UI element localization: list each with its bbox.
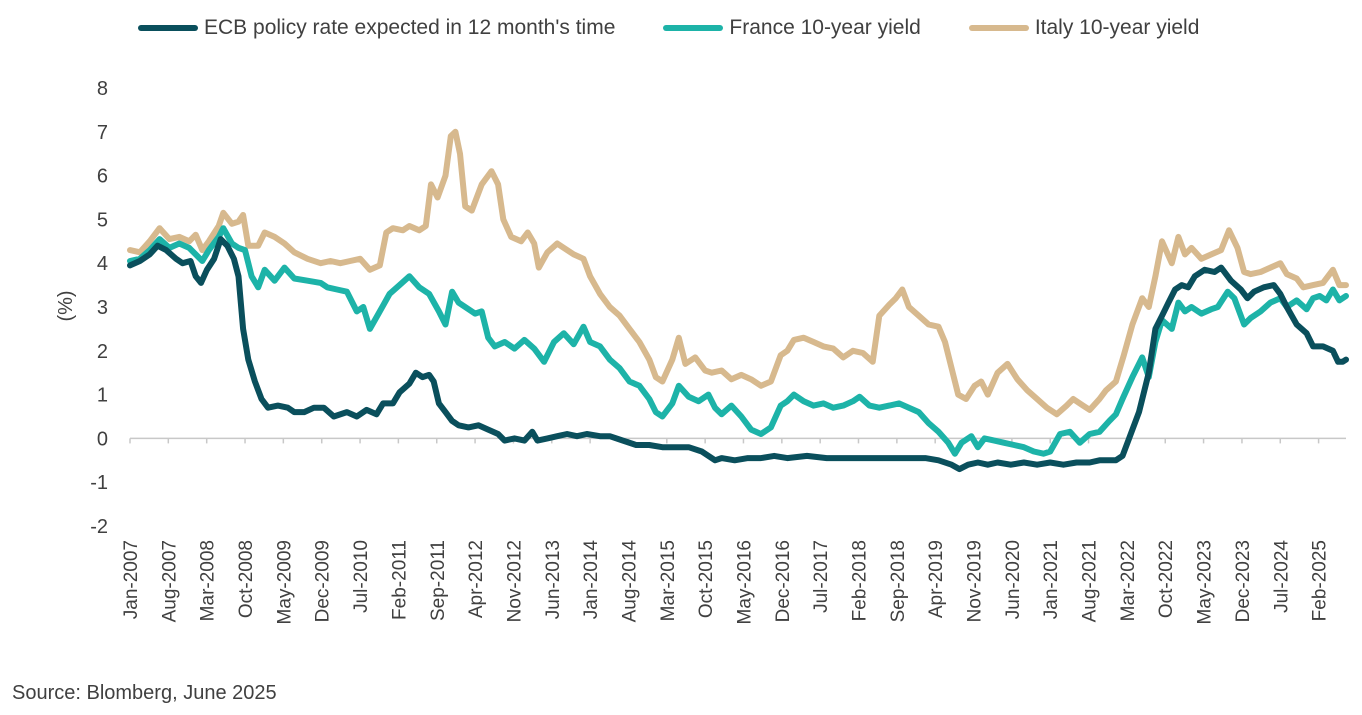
x-tick-label: Mar-2015 <box>658 540 679 621</box>
legend-label-ecb: ECB policy rate expected in 12 month's t… <box>204 16 616 39</box>
x-tick-label: Aug-2014 <box>619 540 640 623</box>
y-axis-labels: -2 -1 0 1 2 3 4 5 6 7 8 <box>90 78 108 538</box>
x-tick-label: Feb-2018 <box>849 540 870 621</box>
series-line-ecb <box>127 236 1349 473</box>
x-tick-label: May-2009 <box>274 540 295 625</box>
x-tick-label: May-2023 <box>1195 540 1216 625</box>
x-tick-label: Aug-2021 <box>1080 540 1101 622</box>
x-tick-label: Aug-2007 <box>159 540 180 622</box>
y-tick-label: -1 <box>90 472 108 494</box>
legend-swatch-italy <box>968 25 1029 31</box>
legend: ECB policy rate expected in 12 month's t… <box>138 16 1247 40</box>
legend-swatch-france <box>663 25 724 31</box>
series-line-italy <box>127 128 1349 418</box>
x-tick-label: Nov-2019 <box>965 540 986 622</box>
x-tick-label: Nov-2012 <box>504 540 525 622</box>
y-tick-label: 0 <box>97 428 108 450</box>
x-tick-label: Feb-2011 <box>389 540 410 620</box>
x-tick-label: Jul-2017 <box>811 540 832 613</box>
y-tick-label: 1 <box>97 385 108 407</box>
legend-label-italy: Italy 10-year yield <box>1034 16 1200 39</box>
x-tick-label: Feb-2025 <box>1310 540 1331 621</box>
legend-swatch-ecb <box>138 25 198 31</box>
y-tick-label: 6 <box>97 166 108 188</box>
x-tick-label: Dec-2023 <box>1233 540 1254 622</box>
x-tick-label: Apr-2019 <box>926 540 947 618</box>
legend-item-ecb: ECB policy rate expected in 12 month's t… <box>138 16 615 40</box>
x-tick-label: Mar-2008 <box>198 540 219 621</box>
legend-item-italy: Italy 10-year yield <box>968 16 1200 40</box>
x-tick-label: Oct-2008 <box>236 540 257 618</box>
y-tick-label: 3 <box>97 297 108 319</box>
source-note: Source: Blomberg, June 2025 <box>12 682 277 704</box>
x-tick-label: Jul-2010 <box>351 540 372 613</box>
y-tick-label: 4 <box>97 253 108 275</box>
y-tick-label: -2 <box>90 516 108 538</box>
y-tick-label: 2 <box>97 341 108 363</box>
x-axis-labels: Jan-2007 Aug-2007 Mar-2008 Oct-2008 May-2009… <box>121 540 1331 625</box>
x-tick-label: Sep-2018 <box>888 540 909 622</box>
x-tick-label: Jan-2014 <box>581 540 602 620</box>
legend-label-france: France 10-year yield <box>729 16 921 39</box>
x-tick-label: Jul-2024 <box>1271 540 1292 613</box>
x-tick-label: Jun-2020 <box>1003 540 1024 619</box>
x-tick-label: Jan-2007 <box>121 540 142 619</box>
x-tick-label: Dec-2009 <box>313 540 334 622</box>
series-line-france <box>127 225 1349 457</box>
y-tick-label: 8 <box>97 78 108 100</box>
y-tick-label: 5 <box>97 209 108 231</box>
x-tick-label: Dec-2016 <box>773 540 794 622</box>
y-tick-label: 7 <box>97 122 108 144</box>
x-tick-label: Oct-2022 <box>1156 540 1177 618</box>
y-axis-title: (%) <box>55 290 77 321</box>
x-tick-label: May-2016 <box>734 540 755 625</box>
x-tick-label: Sep-2011 <box>428 540 449 621</box>
x-tick-label: Jun-2013 <box>543 540 564 619</box>
x-tick-label: Apr-2012 <box>466 540 487 618</box>
legend-item-france: France 10-year yield <box>663 16 921 40</box>
x-tick-label: Oct-2015 <box>696 540 717 618</box>
x-tick-label: Jan-2021 <box>1041 540 1062 619</box>
series-lines <box>127 128 1349 473</box>
x-tick-label: Mar-2022 <box>1118 540 1139 621</box>
